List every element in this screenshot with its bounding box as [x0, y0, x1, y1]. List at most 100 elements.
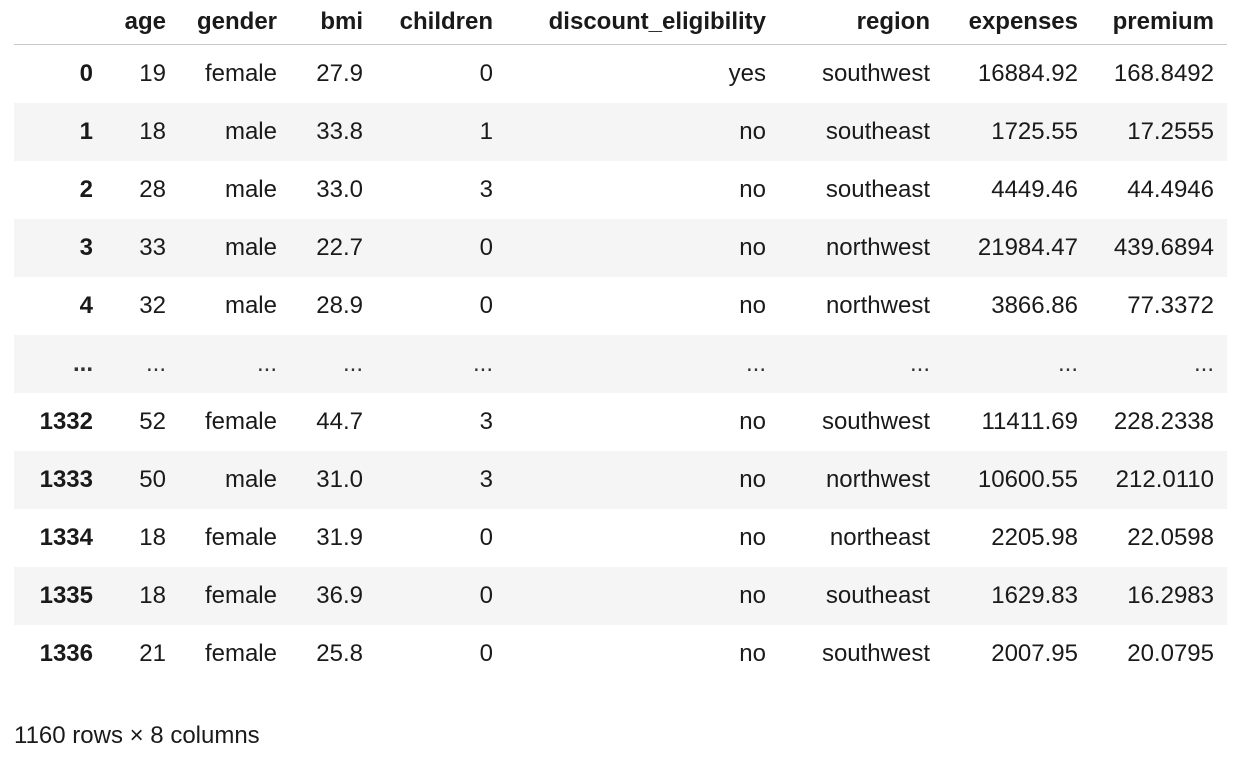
- table-cell: 20.0795: [1127, 640, 1214, 667]
- table-cell: southeast: [825, 582, 930, 609]
- index-header: [14, 0, 106, 45]
- table-cell: 31.0: [316, 466, 363, 493]
- shape-summary: 1160 rows × 8 columns: [14, 722, 260, 749]
- table-cell: no: [739, 292, 766, 319]
- table-cell: 3: [479, 466, 493, 493]
- table-cell: 21: [139, 640, 166, 667]
- table-cell: southwest: [821, 640, 930, 667]
- column-header: gender: [179, 0, 290, 45]
- table-cell: 33: [139, 234, 166, 261]
- table-row: 1 18 male 33.8 1 no southeast 1725.55 17.2555: [14, 103, 1227, 161]
- table-cell: female: [204, 524, 277, 551]
- table-cell: southeast: [825, 118, 930, 145]
- row-index: 4: [79, 292, 93, 319]
- table-cell: 25.8: [316, 640, 363, 667]
- dataframe-table: age gender bmi children discount_eligibility…: [14, 0, 1227, 683]
- table-cell: 44.4946: [1127, 176, 1214, 203]
- table-row: 0 19 female 27.9 0 yes southwest 16884.92 168.84…: [14, 45, 1227, 104]
- row-index: 1332: [39, 408, 93, 435]
- table-cell: no: [739, 408, 766, 435]
- table-cell: 16884.92: [977, 60, 1078, 87]
- column-header: age: [106, 0, 179, 45]
- table-cell: northeast: [829, 524, 930, 551]
- table-cell: male: [224, 292, 277, 319]
- table-cell: no: [739, 118, 766, 145]
- table-cell: 4449.46: [991, 176, 1078, 203]
- table-cell: 18: [139, 582, 166, 609]
- table-cell: 1: [479, 118, 493, 145]
- header-row: age gender bmi children discount_eligibility…: [14, 0, 1227, 45]
- row-index: 1333: [39, 466, 93, 493]
- table-cell: 0: [479, 60, 493, 87]
- table-cell: 36.9: [316, 582, 363, 609]
- table-cell: ...: [472, 350, 493, 377]
- row-index: 3: [79, 234, 93, 261]
- table-cell: 168.8492: [1113, 60, 1214, 87]
- table-row: 1332 52 female 44.7 3 no southwest 11411.69 228.…: [14, 393, 1227, 451]
- table-cell: no: [739, 640, 766, 667]
- table-cell: ...: [909, 350, 930, 377]
- row-index: 1335: [39, 582, 93, 609]
- table-cell: 28: [139, 176, 166, 203]
- table-cell: male: [224, 466, 277, 493]
- table-cell: 32: [139, 292, 166, 319]
- row-index: 1334: [39, 524, 93, 551]
- table-cell: no: [739, 234, 766, 261]
- table-cell: 3866.86: [991, 292, 1078, 319]
- table-cell: southwest: [821, 60, 930, 87]
- table-cell: 31.9: [316, 524, 363, 551]
- table-cell: 19: [139, 60, 166, 87]
- table-cell: 33.0: [316, 176, 363, 203]
- column-header: expenses: [943, 0, 1091, 45]
- column-header: bmi: [290, 0, 376, 45]
- table-cell: 21984.47: [977, 234, 1078, 261]
- table-cell: female: [204, 640, 277, 667]
- table-row: 1335 18 female 36.9 0 no southeast 1629.83 16.29…: [14, 567, 1227, 625]
- table-cell: northwest: [825, 292, 930, 319]
- table-cell: ...: [342, 350, 363, 377]
- row-index: 1336: [39, 640, 93, 667]
- table-cell: 212.0110: [1115, 466, 1214, 493]
- table-cell: 11411.69: [981, 408, 1078, 435]
- table-cell: 10600.55: [977, 466, 1078, 493]
- table-cell: ...: [145, 350, 166, 377]
- row-index: 2: [79, 176, 93, 203]
- table-cell: 439.6894: [1113, 234, 1214, 261]
- table-cell: no: [739, 524, 766, 551]
- table-cell: 0: [479, 582, 493, 609]
- table-cell: 0: [479, 524, 493, 551]
- table-cell: 50: [139, 466, 166, 493]
- table-row: 1333 50 male 31.0 3 no northwest 10600.55 212.01…: [14, 451, 1227, 509]
- table-cell: male: [224, 176, 277, 203]
- table-cell: 44.7: [316, 408, 363, 435]
- column-header: children: [376, 0, 506, 45]
- table-cell: yes: [728, 60, 766, 87]
- table-cell: 52: [139, 408, 166, 435]
- table-cell: ...: [256, 350, 277, 377]
- table-cell: male: [224, 234, 277, 261]
- table-cell: northwest: [825, 466, 930, 493]
- column-header: region: [779, 0, 943, 45]
- row-index: ...: [72, 350, 93, 377]
- table-cell: 2205.98: [991, 524, 1078, 551]
- column-header: premium: [1091, 0, 1227, 45]
- table-cell: 22.0598: [1127, 524, 1214, 551]
- table-row: 4 32 male 28.9 0 no northwest 3866.86 77.3372: [14, 277, 1227, 335]
- table-cell: 28.9: [316, 292, 363, 319]
- table-cell: ...: [1193, 350, 1214, 377]
- table-cell: no: [739, 176, 766, 203]
- table-cell: 27.9: [316, 60, 363, 87]
- table-cell: 3: [479, 408, 493, 435]
- table-cell: female: [204, 408, 277, 435]
- table-cell: 16.2983: [1127, 582, 1214, 609]
- table-cell: female: [204, 60, 277, 87]
- column-header: discount_eligibility: [506, 0, 779, 45]
- table-cell: 3: [479, 176, 493, 203]
- table-cell: 1629.83: [991, 582, 1078, 609]
- table-row: 2 28 male 33.0 3 no southeast 4449.46 44.4946: [14, 161, 1227, 219]
- table-cell: 0: [479, 640, 493, 667]
- table-cell: southwest: [821, 408, 930, 435]
- table-cell: 0: [479, 292, 493, 319]
- ellipsis-row: ...........................: [14, 335, 1227, 393]
